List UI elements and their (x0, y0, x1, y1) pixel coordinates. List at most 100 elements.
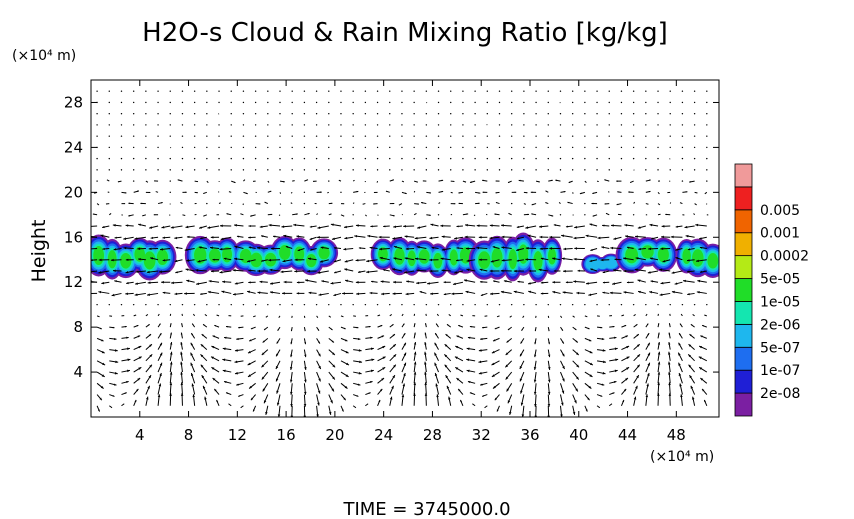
wind-arrow-head (649, 223, 653, 227)
wind-arrow (436, 313, 439, 317)
wind-dot (315, 157, 318, 160)
wind-arrow-head (169, 351, 173, 355)
wind-arrow-head (551, 214, 554, 217)
wind-dot (120, 169, 123, 171)
wind-dot (96, 169, 98, 171)
wind-arrow-head (528, 282, 531, 285)
wind-dot (132, 124, 135, 126)
wind-arrow-head (253, 409, 255, 412)
wind-arrow (560, 315, 563, 318)
wind-dot (669, 135, 671, 137)
wind-arrow-head (115, 360, 119, 364)
wind-arrow-head (184, 292, 187, 295)
colorbar-swatch (734, 255, 753, 279)
wind-arrow-head (424, 332, 427, 335)
wind-dot (571, 157, 574, 160)
wind-dot (132, 180, 135, 182)
wind-dot (230, 124, 232, 126)
wind-arrow-head (525, 258, 529, 261)
wind-arrow-head (567, 201, 570, 204)
wind-arrow-head (221, 290, 225, 294)
wind-dot (376, 157, 379, 160)
wind-arrow-head (393, 354, 397, 358)
y-tick-label: 4 (73, 363, 83, 381)
wind-arrow-head (657, 371, 661, 375)
wind-arrow-head (495, 192, 497, 194)
wind-arrow-head (190, 352, 193, 356)
wind-arrow-head (403, 333, 406, 336)
wind-arrow-head (234, 360, 238, 364)
wind-arrow-head (138, 356, 142, 360)
colorbar-label: 1e-07 (760, 363, 800, 379)
wind-arrow (206, 180, 209, 184)
wind-arrow-head (440, 224, 444, 228)
wind-arrow-head (574, 247, 578, 250)
wind-arrow-head (463, 279, 467, 282)
wind-dot (120, 157, 123, 160)
wind-arrow-head (112, 326, 115, 329)
wind-arrow (316, 213, 318, 216)
wind-arrow-head (495, 180, 497, 182)
wind-dot (181, 169, 184, 171)
x-tick-label: 48 (667, 426, 686, 444)
wind-arrow-head (416, 181, 418, 183)
wind-dot (401, 146, 403, 149)
wind-dot (267, 101, 269, 104)
wind-arrow-head (689, 375, 693, 379)
wind-arrow-head (454, 356, 458, 360)
wind-arrow-head (520, 402, 524, 406)
colorbar-label: 0.0002 (760, 249, 809, 265)
colorbar: 2e-08 1e-07 5e-07 2e-06 1e-05 5e-05 0.0002 0.00… (734, 163, 809, 417)
wind-dot (169, 169, 171, 171)
wind-arrow-head (379, 388, 383, 392)
wind-arrow (145, 180, 149, 183)
wind-arrow-head (257, 246, 260, 250)
wind-arrow-head (392, 292, 396, 295)
wind-arrow-head (307, 257, 311, 261)
wind-arrow-head (601, 246, 605, 249)
wind-arrow-head (624, 325, 627, 327)
wind-arrow-head (600, 326, 603, 329)
wind-arrow-head (547, 379, 551, 383)
wind-arrow-head (579, 192, 582, 195)
wind-dot (620, 157, 623, 160)
wind-arrow-head (416, 269, 420, 272)
time-label: TIME = 3745000.0 (342, 499, 510, 519)
wind-dot (181, 113, 184, 115)
wind-arrow-head (678, 372, 682, 376)
wind-dot (340, 101, 342, 104)
wind-arrow-head (649, 257, 653, 260)
wind-arrow-head (500, 269, 504, 273)
wind-dot (706, 169, 708, 171)
wind-dot (645, 303, 647, 306)
wind-arrow-head (668, 332, 671, 335)
wind-dot (413, 90, 415, 92)
wind-arrow-head (356, 292, 359, 296)
wind-arrow-head (501, 246, 505, 249)
wind-arrow-head (441, 248, 445, 251)
wind-arrow-head (521, 414, 525, 417)
wind-arrow-head (424, 351, 427, 355)
wind-arrow-head (598, 406, 600, 408)
wind-arrow-head (667, 351, 671, 355)
wind-arrow-head (688, 354, 692, 358)
wind-dot (169, 180, 171, 182)
wind-arrow-head (690, 385, 694, 389)
wind-dot (620, 303, 623, 306)
wind-dot (206, 303, 208, 306)
wind-arrow-head (196, 180, 199, 183)
wind-arrow-head (516, 225, 520, 229)
wind-dot (498, 90, 501, 92)
wind-arrow-head (602, 291, 605, 294)
wind-arrow-head (622, 399, 625, 403)
wind-arrow-head (458, 192, 460, 194)
wind-dot (632, 124, 635, 126)
y-tick-label: 24 (64, 138, 83, 156)
wind-arrow-head (545, 190, 547, 192)
wind-arrow-head (296, 235, 300, 238)
wind-dot (693, 135, 696, 137)
wind-dot (315, 101, 318, 104)
wind-arrow-head (161, 225, 165, 229)
wind-arrow-head (236, 235, 240, 238)
wind-arrow-head (331, 202, 333, 204)
